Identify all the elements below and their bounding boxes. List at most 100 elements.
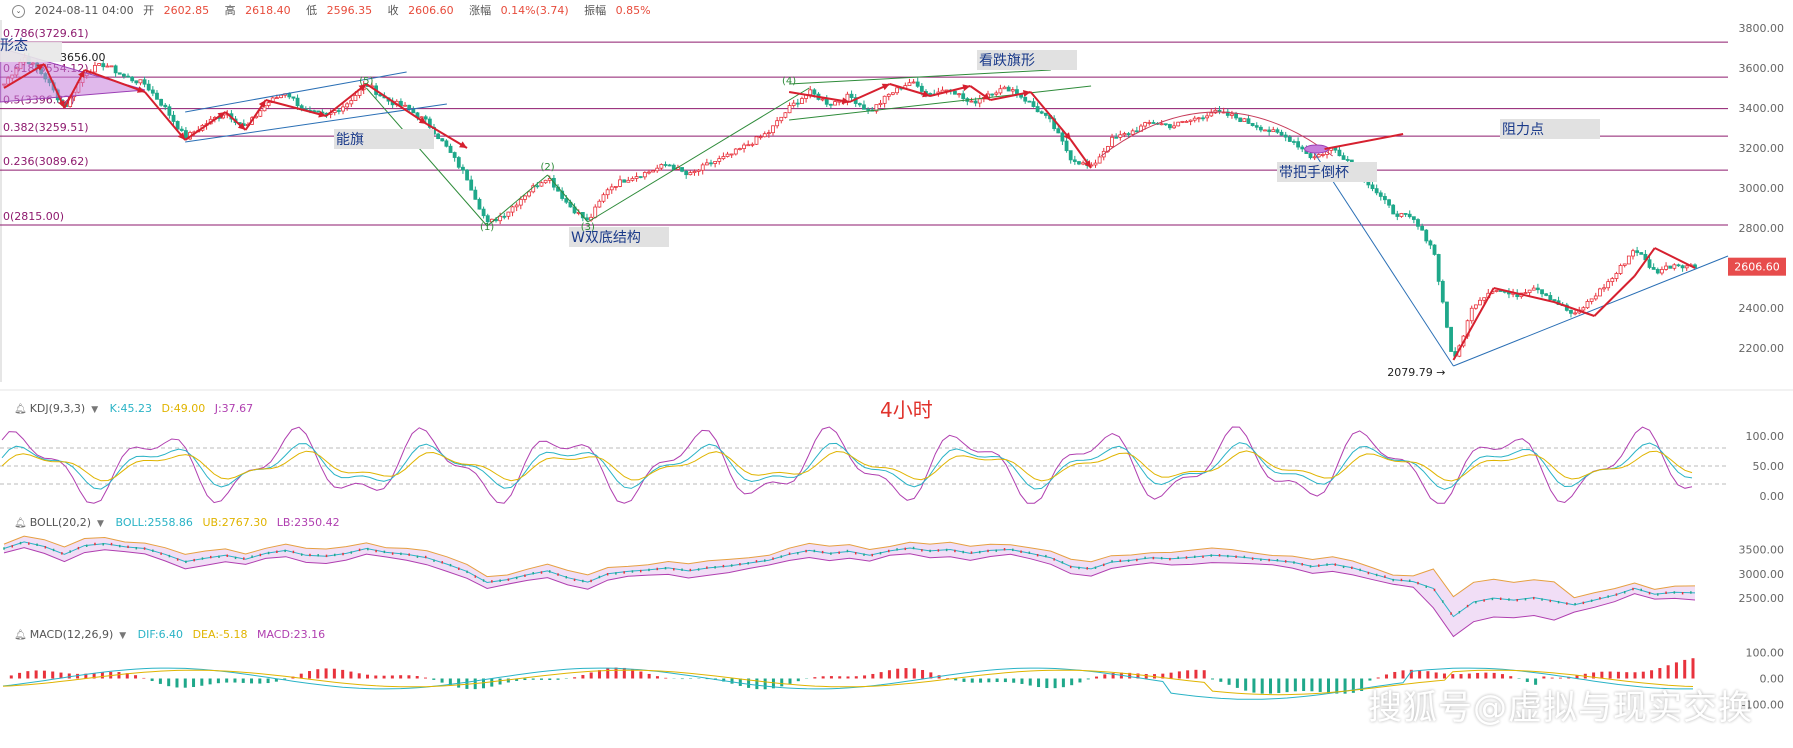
candle-body <box>127 76 130 77</box>
candle-body <box>1669 266 1672 268</box>
macd-header[interactable]: 🔔︎MACD(12,26,9)▼ DIF:6.40 DEA:-5.18 MACD… <box>14 628 331 641</box>
candle-body <box>350 101 353 104</box>
macd-histogram-bar <box>416 676 419 678</box>
candle-body <box>98 64 101 66</box>
macd-histogram-bar <box>1692 658 1695 678</box>
candle-body <box>486 216 489 222</box>
candle-body <box>1321 154 1324 155</box>
candle-body <box>920 86 923 91</box>
candle-body <box>1036 107 1039 112</box>
candle-body <box>879 103 882 104</box>
candle-body <box>1177 122 1180 126</box>
candle-body <box>1057 129 1060 133</box>
candle-body <box>342 107 345 111</box>
macd-histogram-bar <box>1658 668 1661 678</box>
macd-histogram-bar <box>847 676 850 678</box>
candle-body <box>813 90 816 94</box>
macd-histogram-bar <box>962 679 965 682</box>
candle-body <box>1603 288 1606 289</box>
candle-body <box>1024 97 1027 101</box>
macd-histogram-bar <box>540 679 543 680</box>
candle-body <box>635 177 638 179</box>
macd-histogram-bar <box>1310 679 1313 692</box>
macd-histogram-bar <box>1037 679 1040 688</box>
candle-body <box>1152 122 1155 123</box>
macd-histogram-bar <box>490 679 493 687</box>
macd-histogram-bar <box>250 679 253 684</box>
macd-histogram-bar <box>51 672 54 679</box>
candle-body <box>652 171 655 172</box>
chevron-down-icon[interactable]: ⌄ <box>12 5 25 18</box>
candle-body <box>598 201 601 207</box>
macd-histogram-bar <box>142 678 145 679</box>
candle-body <box>474 190 477 199</box>
candle-body <box>1292 141 1295 142</box>
macd-histogram-bar <box>325 668 328 678</box>
macd-histogram-bar <box>1078 679 1081 683</box>
macd-histogram-bar <box>1683 660 1686 679</box>
boll-header[interactable]: 🔔︎BOLL(20,2)▼ BOLL:2558.86 UB:2767.30 LB… <box>14 516 346 529</box>
macd-histogram-bar <box>366 675 369 679</box>
candle-body <box>1127 134 1130 135</box>
y-axis-tick-label: 100.00 <box>1746 430 1785 443</box>
kdj-d-value: D:49.00 <box>162 402 206 415</box>
candle-body <box>404 105 407 106</box>
y-axis-tick-label: 2200.00 <box>1739 342 1785 355</box>
candle-body <box>151 90 154 93</box>
y-axis-tick-label: 2800.00 <box>1739 222 1785 235</box>
candle-body <box>106 66 109 67</box>
macd-histogram-bar <box>1468 674 1471 679</box>
candle-body <box>767 133 770 134</box>
amplitude-label: 振幅 <box>584 4 606 17</box>
macd-histogram-bar <box>151 679 154 682</box>
macd-histogram-bar <box>432 679 435 680</box>
pattern-label-form: 形态 <box>0 38 28 54</box>
macd-histogram-bar <box>1244 679 1247 691</box>
candle-body <box>1230 114 1233 115</box>
caret-down-icon[interactable]: ▼ <box>91 405 98 415</box>
macd-histogram-bar <box>349 672 352 679</box>
candle-body <box>1098 157 1101 163</box>
candle-body <box>503 216 506 217</box>
candle-body <box>1181 121 1184 122</box>
candle-body <box>1528 290 1531 292</box>
bell-icon[interactable]: 🔔︎ <box>14 518 27 529</box>
candle-body <box>829 104 832 105</box>
candle-body <box>1541 290 1544 294</box>
macd-histogram-bar <box>192 679 195 688</box>
candle-body <box>734 149 737 154</box>
macd-histogram-bar <box>1385 674 1388 678</box>
macd-histogram-bar <box>813 677 816 678</box>
bell-icon[interactable]: 🔔︎ <box>14 404 27 415</box>
candle-body <box>726 154 729 156</box>
candle-body <box>697 170 700 171</box>
macd-histogram-bar <box>789 679 792 684</box>
macd-histogram-bar <box>888 670 891 678</box>
candle-body <box>437 134 440 139</box>
zigzag-arrow <box>145 92 185 140</box>
candle-body <box>1656 269 1659 273</box>
candle-body <box>1189 120 1192 121</box>
candle-body <box>1077 162 1080 164</box>
caret-down-icon[interactable]: ▼ <box>97 519 104 529</box>
macd-histogram-bar <box>863 675 866 678</box>
candle-body <box>631 178 634 180</box>
candle-body <box>1201 118 1204 119</box>
candle-body <box>1073 160 1076 162</box>
kdj-header[interactable]: 🔔︎KDJ(9,3,3)▼ K:45.23 D:49.00 J:37.67 <box>14 402 259 415</box>
macd-histogram-bar <box>1600 672 1603 679</box>
candle-body <box>1247 119 1250 124</box>
y-axis-tick-label: 3400.00 <box>1739 102 1785 115</box>
ohlc-header: ⌄ 2024-08-11 04:00 开 2602.85 高 2618.40 低… <box>12 2 663 18</box>
candle-body <box>1148 122 1151 123</box>
candle-body <box>800 99 803 104</box>
candle-body <box>1123 134 1126 135</box>
macd-histogram-bar <box>217 679 220 684</box>
macd-histogram-bar <box>399 675 402 678</box>
bell-icon[interactable]: 🔔︎ <box>14 630 27 641</box>
macd-title: MACD(12,26,9) <box>30 628 114 641</box>
caret-down-icon[interactable]: ▼ <box>119 631 126 641</box>
macd-histogram-bar <box>1286 679 1289 693</box>
candle-body <box>908 83 911 86</box>
candle-body <box>1342 156 1345 160</box>
